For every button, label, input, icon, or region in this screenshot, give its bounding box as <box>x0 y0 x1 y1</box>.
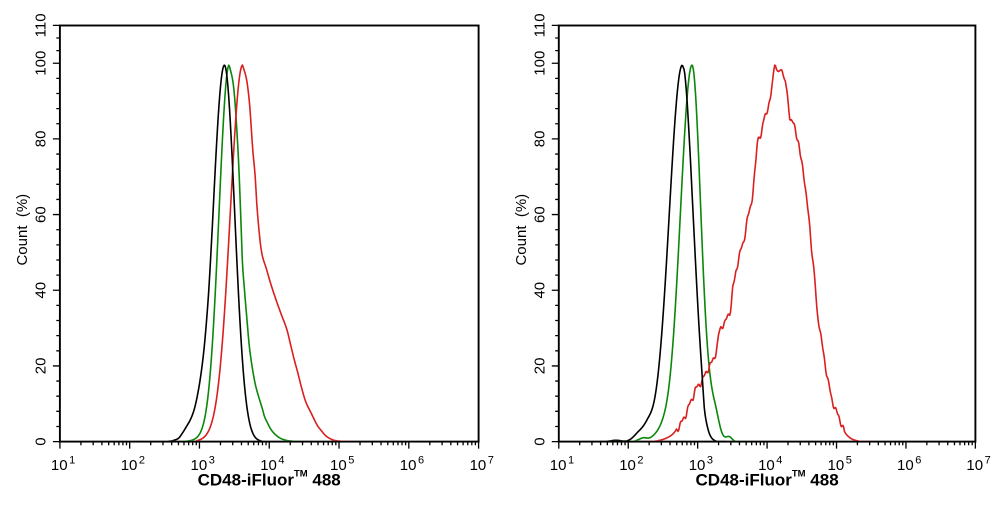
svg-text:0: 0 <box>532 437 549 445</box>
svg-text:100: 100 <box>532 51 549 76</box>
svg-text:0: 0 <box>33 437 50 445</box>
svg-text:Count (%): Count (%) <box>513 194 530 266</box>
svg-text:Count (%): Count (%) <box>14 194 31 266</box>
svg-text:20: 20 <box>33 358 50 375</box>
svg-text:110: 110 <box>532 13 549 37</box>
svg-text:110: 110 <box>33 13 50 37</box>
svg-text:80: 80 <box>532 131 549 148</box>
svg-text:40: 40 <box>33 282 50 299</box>
svg-text:80: 80 <box>33 131 50 148</box>
svg-text:CD48-iFluorTM 488: CD48-iFluorTM 488 <box>696 469 839 490</box>
svg-text:60: 60 <box>33 206 50 223</box>
svg-text:60: 60 <box>532 206 549 223</box>
svg-text:CD48-iFluorTM 488: CD48-iFluorTM 488 <box>198 469 341 490</box>
svg-text:100: 100 <box>33 51 50 76</box>
svg-text:40: 40 <box>532 282 549 299</box>
svg-text:20: 20 <box>532 358 549 375</box>
